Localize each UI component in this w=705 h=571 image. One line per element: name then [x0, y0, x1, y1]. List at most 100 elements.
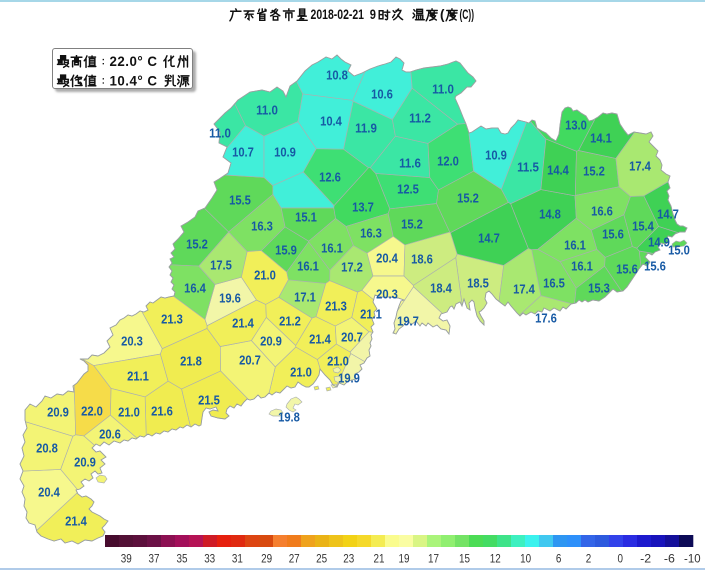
- svg-text:21.2: 21.2: [279, 314, 301, 329]
- svg-text:17.6: 17.6: [535, 311, 557, 326]
- svg-text:11.6: 11.6: [399, 156, 421, 171]
- svg-text:-6: -6: [664, 552, 675, 566]
- svg-text:16.1: 16.1: [321, 241, 343, 256]
- svg-text:21.0: 21.0: [118, 405, 140, 420]
- svg-text:14.8: 14.8: [539, 207, 561, 222]
- svg-text:21.0: 21.0: [254, 268, 276, 283]
- svg-text:10.9: 10.9: [274, 145, 296, 160]
- svg-text:19: 19: [399, 552, 410, 566]
- svg-text:10: 10: [520, 552, 531, 566]
- svg-text:20.9: 20.9: [260, 334, 282, 349]
- svg-text:39: 39: [121, 552, 132, 566]
- svg-text:10.4° C: 10.4° C: [110, 74, 158, 89]
- svg-text:14.1: 14.1: [590, 131, 612, 146]
- svg-text:17.2: 17.2: [341, 260, 363, 275]
- svg-text:18.5: 18.5: [467, 276, 489, 291]
- svg-text:11.2: 11.2: [409, 111, 431, 126]
- svg-text:21.4: 21.4: [232, 316, 254, 331]
- svg-text:16.6: 16.6: [591, 204, 613, 219]
- svg-text:2: 2: [586, 552, 592, 566]
- svg-text:21.3: 21.3: [161, 312, 183, 327]
- svg-text:15.9: 15.9: [275, 243, 297, 258]
- svg-text:11.0: 11.0: [432, 82, 454, 97]
- svg-text:14.4: 14.4: [547, 163, 569, 178]
- svg-text:27: 27: [289, 552, 300, 566]
- svg-text:15.2: 15.2: [457, 191, 479, 206]
- svg-text:14.9: 14.9: [648, 235, 670, 250]
- svg-text:15.0: 15.0: [668, 243, 690, 258]
- svg-text:0: 0: [617, 552, 623, 566]
- svg-text:19.9: 19.9: [338, 371, 360, 386]
- svg-text:20.9: 20.9: [47, 405, 69, 420]
- svg-text:10.6: 10.6: [371, 87, 393, 102]
- svg-text:-10: -10: [684, 552, 701, 566]
- svg-text:21.1: 21.1: [360, 307, 382, 322]
- svg-text:22.0: 22.0: [81, 404, 103, 419]
- svg-text:25: 25: [316, 552, 327, 566]
- svg-text:17.4: 17.4: [629, 159, 651, 174]
- svg-text:6: 6: [556, 552, 562, 566]
- svg-text:23: 23: [343, 552, 354, 566]
- svg-text:17.4: 17.4: [513, 282, 535, 297]
- svg-text:29: 29: [261, 552, 272, 566]
- svg-text:16.3: 16.3: [251, 219, 273, 234]
- svg-text:21.6: 21.6: [151, 404, 173, 419]
- svg-text:10.7: 10.7: [232, 145, 254, 160]
- svg-text:15.4: 15.4: [632, 219, 654, 234]
- svg-text:33: 33: [204, 552, 215, 566]
- svg-text:14.7: 14.7: [657, 207, 679, 222]
- svg-text:21.8: 21.8: [180, 354, 202, 369]
- svg-text:20.4: 20.4: [38, 485, 60, 500]
- svg-text:20.7: 20.7: [239, 353, 261, 368]
- svg-text:19.8: 19.8: [278, 410, 300, 425]
- svg-text:16.1: 16.1: [564, 238, 586, 253]
- svg-text:21.5: 21.5: [198, 393, 220, 408]
- svg-text:15.5: 15.5: [229, 193, 251, 208]
- svg-text:15: 15: [459, 552, 470, 566]
- svg-text:13.0: 13.0: [565, 118, 587, 133]
- svg-text:20.9: 20.9: [74, 455, 96, 470]
- svg-text:15.6: 15.6: [616, 262, 638, 277]
- svg-text:20.3: 20.3: [121, 334, 143, 349]
- svg-text:14.7: 14.7: [478, 231, 500, 246]
- svg-text:21.3: 21.3: [325, 299, 347, 314]
- svg-text:15.2: 15.2: [583, 164, 605, 179]
- svg-text:31: 31: [232, 552, 243, 566]
- svg-text:21.0: 21.0: [327, 354, 349, 369]
- svg-text:11.5: 11.5: [517, 160, 539, 175]
- svg-text:11.0: 11.0: [256, 103, 278, 118]
- svg-text:17.1: 17.1: [294, 290, 316, 305]
- svg-text:15.2: 15.2: [186, 237, 208, 252]
- svg-text:15.6: 15.6: [644, 259, 666, 274]
- svg-text:13.7: 13.7: [352, 200, 374, 215]
- svg-text:2018-02-21: 2018-02-21: [311, 7, 365, 22]
- svg-text:10.9: 10.9: [485, 148, 507, 163]
- svg-text:20.4: 20.4: [376, 251, 398, 266]
- svg-text:18.6: 18.6: [411, 252, 433, 267]
- svg-text:18.4: 18.4: [430, 281, 452, 296]
- svg-text:19.6: 19.6: [219, 291, 241, 306]
- svg-text:15.2: 15.2: [401, 217, 423, 232]
- svg-text:9: 9: [370, 7, 376, 22]
- svg-text:-2: -2: [640, 552, 651, 566]
- svg-text:35: 35: [177, 552, 188, 566]
- svg-text:11.0: 11.0: [209, 126, 231, 141]
- svg-text:17.5: 17.5: [210, 258, 232, 273]
- svg-text:15.3: 15.3: [588, 281, 610, 296]
- svg-text:16.3: 16.3: [360, 226, 382, 241]
- svg-text:12.0: 12.0: [437, 154, 459, 169]
- svg-text:21.4: 21.4: [65, 514, 87, 529]
- svg-text:20.7: 20.7: [341, 330, 363, 345]
- svg-text:20.6: 20.6: [99, 427, 121, 442]
- svg-text:21.0: 21.0: [290, 365, 312, 380]
- svg-text:15.6: 15.6: [602, 227, 624, 242]
- svg-text:12.6: 12.6: [319, 170, 341, 185]
- svg-text:16.1: 16.1: [571, 259, 593, 274]
- svg-text:37: 37: [149, 552, 160, 566]
- svg-text:22.0° C: 22.0° C: [110, 54, 158, 69]
- svg-text:10.8: 10.8: [326, 68, 348, 83]
- svg-text:21.4: 21.4: [309, 332, 331, 347]
- svg-text:11.9: 11.9: [355, 121, 377, 136]
- svg-text:20.3: 20.3: [376, 287, 398, 302]
- svg-text:17: 17: [428, 552, 439, 566]
